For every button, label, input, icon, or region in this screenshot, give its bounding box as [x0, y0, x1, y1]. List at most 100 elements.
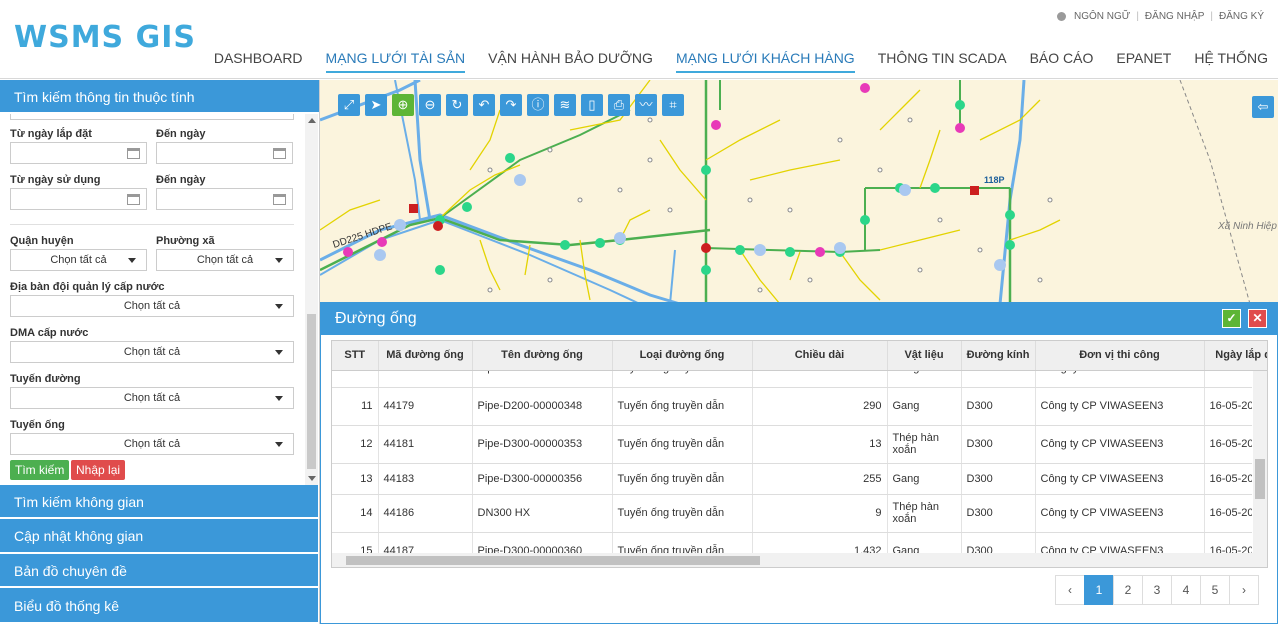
close-icon[interactable]: ✕ — [1248, 309, 1267, 328]
map-label-node: 118P — [984, 175, 1005, 185]
page-next[interactable]: › — [1229, 575, 1259, 605]
chart-line-icon[interactable]: 〰 — [635, 94, 657, 116]
previous-field — [10, 114, 294, 120]
redo-icon[interactable]: ↷ — [500, 94, 522, 116]
locate-icon[interactable]: ➤ — [365, 94, 387, 116]
scroll-down-icon[interactable] — [308, 476, 316, 481]
zoom-in-icon[interactable]: ⊕ — [392, 94, 414, 116]
collapse-panel-icon[interactable]: ⇦ — [1252, 96, 1274, 118]
crop-icon[interactable]: ⌗ — [662, 94, 684, 116]
zoom-out-icon[interactable]: ⊖ — [419, 94, 441, 116]
left-scrollbar[interactable] — [305, 114, 318, 485]
nav-epanet[interactable]: EPANET — [1116, 50, 1172, 66]
nav-system[interactable]: HỆ THỐNG — [1194, 50, 1268, 66]
label-district: Quận huyện — [10, 235, 74, 247]
map-label-pipe: DD225 HDPE — [332, 221, 394, 251]
district-select[interactable]: Chọn tất cả — [10, 249, 147, 271]
to-install-date-input[interactable] — [156, 142, 293, 164]
sidebar-item-thematic-map[interactable]: Bản đồ chuyên đề — [0, 554, 318, 588]
nav-customer-network[interactable]: MẠNG LƯỚI KHÁCH HÀNG — [675, 50, 855, 73]
nav-dashboard[interactable]: DASHBOARD — [213, 50, 303, 66]
col-material[interactable]: Vật liệu — [887, 341, 962, 371]
left-panel: Tìm kiếm thông tin thuộc tính Từ ngày lắ… — [0, 80, 320, 624]
col-install-date[interactable]: Ngày lắp đặt — [1204, 341, 1267, 371]
logo: WSMS GIS — [14, 20, 196, 55]
col-pipe-code[interactable]: Mã đường ống — [378, 341, 473, 371]
table-horizontal-scrollbar[interactable] — [332, 553, 1267, 567]
col-diameter[interactable]: Đường kính — [961, 341, 1036, 371]
label-dma: DMA cấp nước — [10, 327, 89, 339]
split-icon[interactable]: ▯ — [581, 94, 603, 116]
page-2[interactable]: 2 — [1113, 575, 1143, 605]
dma-select[interactable]: Chọn tất cả — [10, 341, 294, 363]
label-ward: Phường xã — [156, 235, 215, 247]
col-length[interactable]: Chiều dài — [752, 341, 888, 371]
sidebar-item-statistics-chart[interactable]: Biểu đồ thống kê — [0, 588, 318, 624]
scroll-thumb[interactable] — [346, 556, 760, 565]
table-head: STT Mã đường ống Tên đường ống Loại đườn… — [332, 341, 1267, 371]
nav-asset-network[interactable]: MẠNG LƯỚI TÀI SẢN — [325, 50, 466, 73]
nav-report[interactable]: BÁO CÁO — [1029, 50, 1094, 66]
label-from-install: Từ ngày lắp đặt — [10, 128, 92, 140]
map-view[interactable]: DD225 HDPE 118P Xã Ninh Hiệp ⤢ ➤ ⊕ ⊖ ↻ ↶… — [320, 80, 1278, 304]
team-area-select[interactable]: Chọn tất cả — [10, 295, 294, 317]
results-table: STT Mã đường ống Tên đường ống Loại đườn… — [331, 340, 1268, 568]
sidebar-item-spatial-search[interactable]: Tìm kiếm không gian — [0, 485, 318, 519]
page-4[interactable]: 4 — [1171, 575, 1201, 605]
calendar-icon[interactable] — [273, 194, 286, 205]
pipe-line-select[interactable]: Chọn tất cả — [10, 433, 294, 455]
pipe-network-map[interactable]: DD225 HDPE 118P Xã Ninh Hiệp — [320, 80, 1278, 304]
top-links: NGÔN NGỮ | ĐĂNG NHẬP | ĐĂNG KÝ — [1056, 11, 1264, 22]
col-stt[interactable]: STT — [332, 341, 379, 371]
calendar-icon[interactable] — [127, 194, 140, 205]
minimize-icon[interactable]: ✓ — [1222, 309, 1241, 328]
refresh-icon[interactable]: ↻ — [446, 94, 468, 116]
page-3[interactable]: 3 — [1142, 575, 1172, 605]
language-link[interactable]: NGÔN NGỮ — [1073, 11, 1131, 22]
col-contractor[interactable]: Đơn vị thi công — [1035, 341, 1205, 371]
undo-icon[interactable]: ↶ — [473, 94, 495, 116]
info-icon[interactable]: ⓘ — [527, 94, 549, 116]
page-prev[interactable]: ‹ — [1055, 575, 1085, 605]
label-route: Tuyến đường — [10, 373, 81, 385]
table-row[interactable]: 1044176Pipe-D200-00000345Tuyến ống truyề… — [332, 371, 1252, 388]
ward-select[interactable]: Chọn tất cả — [156, 249, 294, 271]
scroll-thumb[interactable] — [307, 314, 316, 469]
main-nav: DASHBOARD MẠNG LƯỚI TÀI SẢN VẬN HÀNH BẢO… — [214, 50, 1268, 73]
table-row[interactable]: 12 44181 Pipe-D300-00000353 Tuyến ống truyề… — [332, 425, 1252, 464]
col-pipe-name[interactable]: Tên đường ống — [472, 341, 613, 371]
table-vertical-scrollbar[interactable] — [1253, 371, 1267, 553]
chevron-down-icon — [128, 258, 136, 263]
table-row[interactable]: 15 44187 Pipe-D300-00000360 Tuyến ống truyề… — [332, 532, 1252, 553]
from-install-date-input[interactable] — [10, 142, 147, 164]
attribute-search-header[interactable]: Tìm kiếm thông tin thuộc tính — [0, 80, 319, 114]
scroll-thumb[interactable] — [1255, 459, 1265, 499]
login-link[interactable]: ĐĂNG NHẬP — [1144, 11, 1205, 22]
nav-scada[interactable]: THÔNG TIN SCADA — [877, 50, 1007, 66]
page-1[interactable]: 1 — [1084, 575, 1114, 605]
scroll-up-icon[interactable] — [308, 118, 316, 123]
print-icon[interactable]: ⎙ — [608, 94, 630, 116]
nav-operation-maintenance[interactable]: VẬN HÀNH BẢO DƯỠNG — [488, 50, 653, 66]
col-pipe-type[interactable]: Loại đường ống — [612, 341, 753, 371]
chevron-down-icon — [275, 396, 283, 401]
label-team-area: Địa bàn đội quản lý cấp nước — [10, 281, 165, 293]
chevron-down-icon — [275, 442, 283, 447]
expand-icon[interactable]: ⤢ — [338, 94, 360, 116]
page-5[interactable]: 5 — [1200, 575, 1230, 605]
calendar-icon[interactable] — [127, 148, 140, 159]
from-use-date-input[interactable] — [10, 188, 147, 210]
route-select[interactable]: Chọn tất cả — [10, 387, 294, 409]
register-link[interactable]: ĐĂNG KÝ — [1218, 11, 1264, 22]
globe-icon — [1056, 12, 1066, 21]
sidebar-item-spatial-update[interactable]: Cập nhật không gian — [0, 519, 318, 554]
table-row[interactable]: 13 44183 Pipe-D300-00000356 Tuyến ống truyề… — [332, 463, 1252, 495]
reset-button[interactable]: Nhập lại — [71, 460, 126, 480]
to-use-date-input[interactable] — [156, 188, 293, 210]
table-row[interactable]: 11 44179 Pipe-D200-00000348 Tuyến ống truyề… — [332, 387, 1252, 426]
results-title: Đường ống — [335, 310, 417, 327]
layers-icon[interactable]: ≋ — [554, 94, 576, 116]
table-row[interactable]: 14 44186 DN300 HX Tuyến ống truyền dẫn 9 Thép… — [332, 494, 1252, 533]
search-button[interactable]: Tìm kiếm — [10, 460, 70, 480]
calendar-icon[interactable] — [273, 148, 286, 159]
